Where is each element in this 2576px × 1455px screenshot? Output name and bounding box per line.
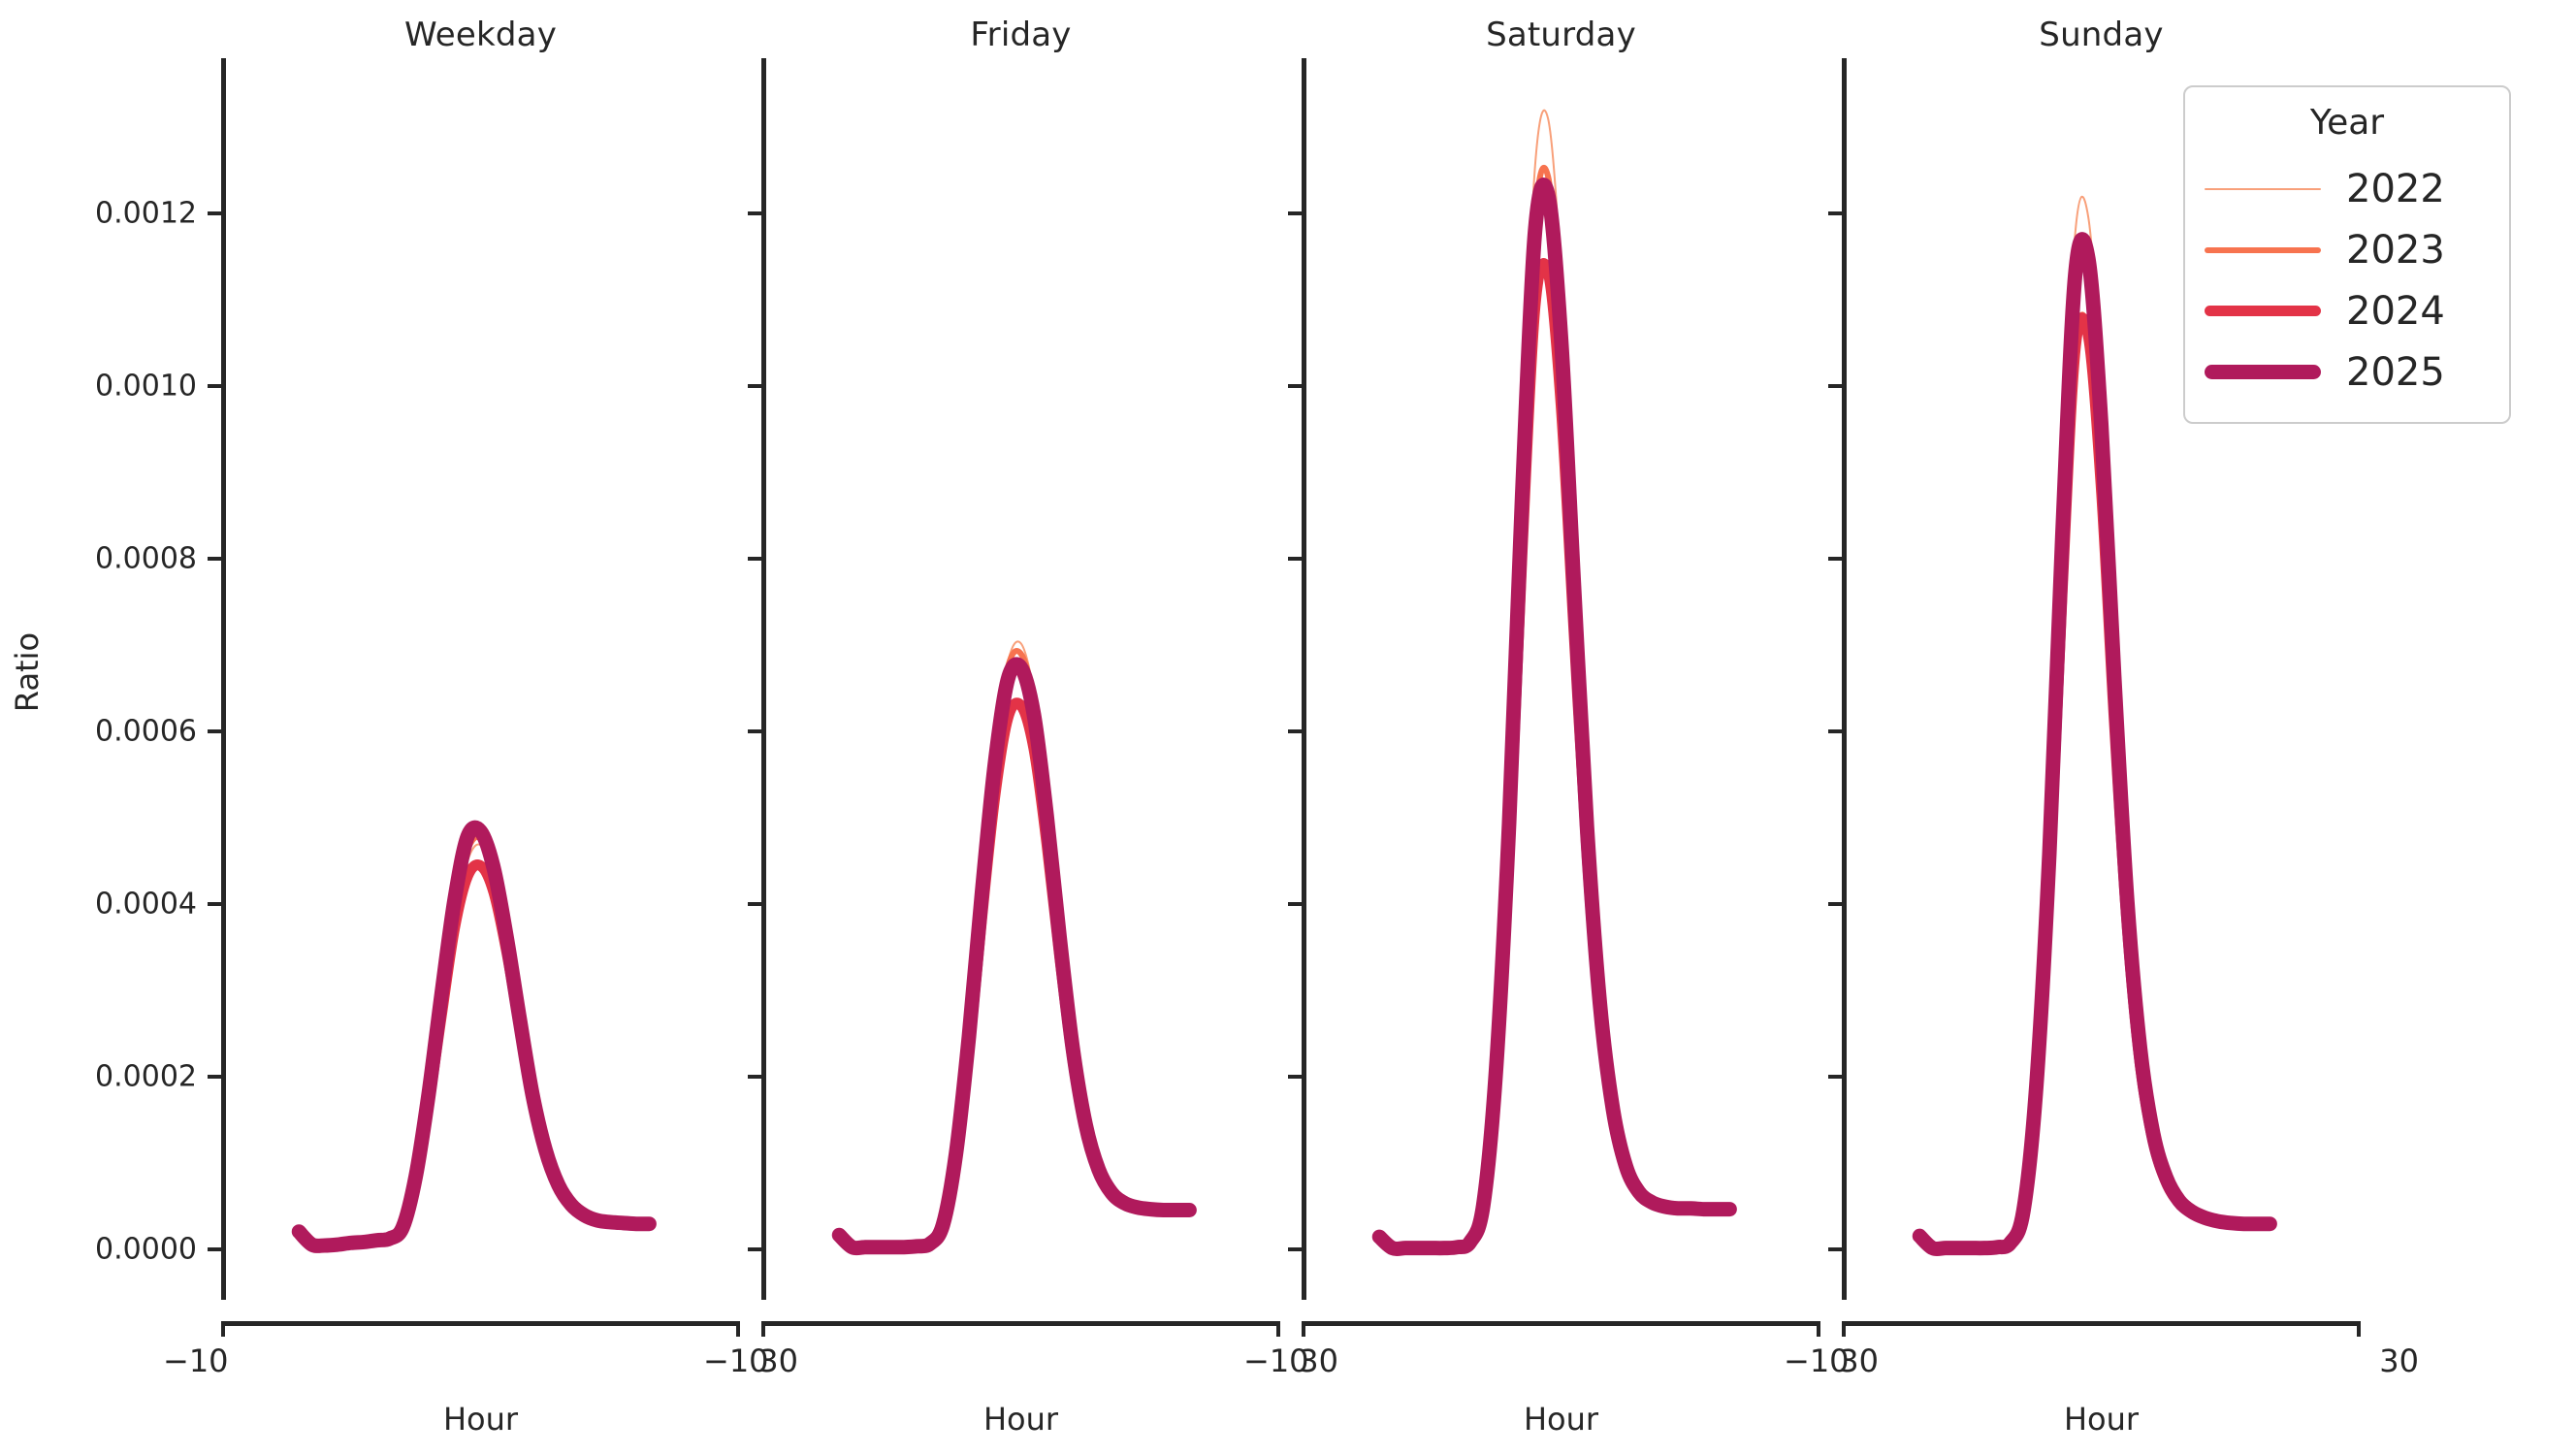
y-axis-tick-label: 0.0004 <box>95 887 197 922</box>
y-axis-tick <box>208 211 221 216</box>
y-axis-tick <box>1288 556 1302 561</box>
y-axis-tick <box>208 901 221 906</box>
x-axis-label: Hour <box>442 1401 519 1438</box>
panel-title-sunday: Sunday <box>2039 16 2164 54</box>
y-axis-tick-label: 0.0008 <box>95 541 197 576</box>
line-series-2025 <box>1912 232 2277 1257</box>
y-axis-tick <box>1828 1246 1842 1251</box>
x-axis-tick <box>1302 1321 1305 1337</box>
x-axis-tick-label: 30 <box>758 1342 798 1379</box>
line-series-2022 <box>838 640 1191 1249</box>
x-axis-label: Hour <box>1523 1401 1599 1438</box>
y-axis-tick <box>748 211 761 216</box>
panel-title-friday: Friday <box>970 16 1072 54</box>
legend-entry-list: 2022 2023 2024 2025 <box>2205 158 2490 403</box>
y-axis-tick <box>1288 901 1302 906</box>
y-axis-tick <box>748 901 761 906</box>
legend-entry-2023[interactable]: 2023 <box>2205 219 2490 280</box>
line-series-2023 <box>836 648 1193 1251</box>
y-axis-tick <box>1288 1246 1302 1251</box>
y-axis-tick <box>1828 384 1842 388</box>
y-axis-tick-label: 0.0002 <box>95 1059 197 1094</box>
y-axis-tick <box>1828 211 1842 216</box>
x-axis-tick-label: −10 <box>1784 1342 1850 1379</box>
y-axis-tick <box>1288 211 1302 216</box>
y-axis-spine <box>221 58 226 1300</box>
x-axis-tick-label: 30 <box>1839 1342 1879 1379</box>
x-axis-tick <box>2357 1321 2361 1337</box>
y-axis-tick <box>748 728 761 733</box>
legend-color-swatch-icon <box>2205 239 2321 262</box>
line-series-2024 <box>833 697 1195 1254</box>
legend-entry-2024[interactable]: 2024 <box>2205 280 2490 341</box>
legend-box[interactable]: Year 2022 2023 2024 2025 <box>2183 85 2511 424</box>
x-axis-tick-label: −10 <box>703 1342 769 1379</box>
x-axis-spine <box>761 1321 1280 1326</box>
legend-entry-label: 2023 <box>2346 227 2445 273</box>
legend-title: Year <box>2309 103 2385 143</box>
x-axis-label: Hour <box>982 1401 1059 1438</box>
y-axis-tick <box>1288 384 1302 388</box>
legend-entry-label: 2025 <box>2346 349 2445 395</box>
plot-area <box>221 58 740 1292</box>
y-axis-tick <box>208 384 221 388</box>
line-series-2025 <box>831 657 1197 1256</box>
legend-entry-label: 2024 <box>2346 288 2445 334</box>
y-axis-spine <box>761 58 766 1300</box>
y-axis-tick <box>1828 901 1842 906</box>
panel-title-saturday: Saturday <box>1486 16 1636 54</box>
line-series-2024 <box>1914 312 2275 1255</box>
legend-entry-2022[interactable]: 2022 <box>2205 158 2490 219</box>
x-axis-tick-label: 30 <box>1299 1342 1338 1379</box>
x-axis-spine <box>1842 1321 2361 1326</box>
line-series-2024 <box>1373 258 1735 1254</box>
x-axis-spine <box>221 1321 740 1326</box>
line-series-2022 <box>298 843 651 1248</box>
panel-title-weekday: Weekday <box>403 16 558 54</box>
x-axis-tick-label: −10 <box>1243 1342 1309 1379</box>
x-axis-label: Hour <box>2063 1401 2140 1438</box>
y-axis-tick-label: 0.0006 <box>95 714 197 749</box>
plot-area <box>1842 58 2361 1292</box>
y-axis-tick <box>1828 1074 1842 1079</box>
y-axis-spine <box>1302 58 1306 1300</box>
x-axis-tick <box>1276 1321 1280 1337</box>
y-axis-tick <box>208 556 221 561</box>
y-axis-tick <box>208 1246 221 1251</box>
x-axis-tick-label: −10 <box>163 1342 229 1379</box>
y-axis-tick <box>1288 728 1302 733</box>
x-axis-tick-label: 30 <box>2379 1342 2419 1379</box>
legend-entry-2025[interactable]: 2025 <box>2205 341 2490 403</box>
y-axis-tick-label: 0.0012 <box>95 196 197 231</box>
y-axis-tick <box>748 1246 761 1251</box>
plot-area <box>1302 58 1820 1292</box>
legend-color-swatch-icon <box>2205 178 2321 201</box>
x-axis-tick <box>221 1321 225 1337</box>
y-axis-tick-label: 0.0010 <box>95 369 197 404</box>
y-axis-spine <box>1842 58 1847 1300</box>
y-axis-tick <box>1828 556 1842 561</box>
plot-area <box>761 58 1280 1292</box>
x-axis-tick <box>761 1321 765 1337</box>
x-axis-tick <box>736 1321 740 1337</box>
y-axis-tick <box>748 384 761 388</box>
y-axis-tick <box>208 1074 221 1079</box>
y-axis-tick-label: 0.0000 <box>95 1232 197 1267</box>
y-axis-tick <box>748 556 761 561</box>
y-axis-tick <box>748 1074 761 1079</box>
line-series-2024 <box>293 859 655 1251</box>
line-series-2025 <box>291 820 657 1253</box>
line-series-2025 <box>1371 178 1737 1256</box>
x-axis-tick <box>1842 1321 1846 1337</box>
y-axis-tick <box>208 728 221 733</box>
legend-color-swatch-icon <box>2205 300 2321 323</box>
legend-entry-label: 2022 <box>2346 166 2445 211</box>
line-series-2023 <box>296 833 653 1249</box>
y-axis-tick <box>1828 728 1842 733</box>
x-axis-tick <box>1817 1321 1820 1337</box>
legend-color-swatch-icon <box>2205 361 2321 384</box>
x-axis-spine <box>1302 1321 1820 1326</box>
y-axis-tick <box>1288 1074 1302 1079</box>
